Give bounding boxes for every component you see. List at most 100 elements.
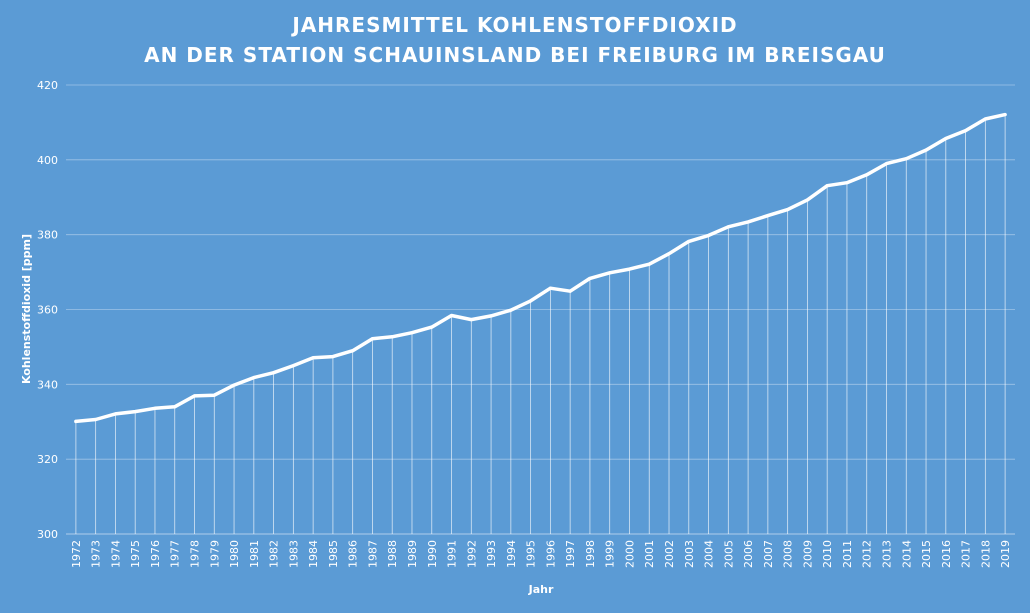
x-tick-label-1983: 1983 — [287, 540, 300, 568]
x-tick-label-1989: 1989 — [406, 540, 419, 568]
x-tick-label-1979: 1979 — [208, 540, 221, 568]
data-series — [74, 112, 1007, 424]
x-tick-label-2013: 2013 — [881, 540, 894, 568]
data-point-1999 — [608, 271, 612, 275]
x-tick-label-1992: 1992 — [465, 540, 478, 568]
y-tick-label-300: 300 — [37, 528, 58, 541]
chart-title-line-2: AN DER STATION SCHAUINSLAND BEI FREIBURG… — [144, 43, 886, 67]
data-point-1978 — [193, 394, 197, 398]
data-point-1980 — [232, 383, 236, 387]
data-point-1993 — [489, 314, 493, 318]
x-tick-label-1999: 1999 — [604, 540, 617, 568]
chart-title-line-1: JAHRESMITTEL KOHLENSTOFFDIOXID — [290, 13, 737, 37]
data-point-1976 — [153, 406, 157, 410]
x-tick-label-1988: 1988 — [386, 540, 399, 568]
x-tick-label-1972: 1972 — [70, 540, 83, 568]
data-point-2007 — [766, 214, 770, 218]
x-tick-label-1993: 1993 — [485, 540, 498, 568]
data-point-1975 — [133, 410, 137, 414]
data-point-2004 — [707, 233, 711, 237]
data-point-1977 — [173, 405, 177, 409]
data-point-1985 — [331, 355, 335, 359]
x-tick-label-1996: 1996 — [544, 540, 557, 568]
x-tick-label-1990: 1990 — [426, 540, 439, 568]
data-point-2001 — [647, 262, 651, 266]
data-point-2016 — [944, 137, 948, 141]
y-tick-label-360: 360 — [37, 304, 58, 317]
x-tick-label-2017: 2017 — [960, 540, 973, 568]
x-tick-label-2012: 2012 — [861, 540, 874, 568]
x-tick-label-1976: 1976 — [149, 540, 162, 568]
x-tick-label-2007: 2007 — [762, 540, 775, 568]
data-point-1990 — [430, 325, 434, 329]
data-point-1988 — [390, 335, 394, 339]
data-point-1979 — [212, 393, 216, 397]
data-point-2009 — [805, 198, 809, 202]
data-point-2008 — [786, 208, 790, 212]
y-tick-label-320: 320 — [37, 453, 58, 466]
data-point-2000 — [627, 267, 631, 271]
x-tick-label-2005: 2005 — [722, 540, 735, 568]
data-point-1972 — [74, 419, 78, 423]
data-point-1984 — [311, 356, 315, 360]
data-point-2018 — [983, 117, 987, 121]
x-tick-label-1995: 1995 — [525, 540, 538, 568]
drop-lines — [75, 114, 1006, 534]
y-tick-label-340: 340 — [37, 378, 58, 391]
data-point-1989 — [410, 331, 414, 335]
x-tick-label-2010: 2010 — [821, 540, 834, 568]
x-tick-label-2009: 2009 — [801, 540, 814, 568]
data-point-1991 — [450, 313, 454, 317]
x-tick-label-2002: 2002 — [663, 540, 676, 568]
x-tick-label-1997: 1997 — [564, 540, 577, 568]
x-tick-label-1980: 1980 — [228, 540, 241, 568]
data-point-2003 — [687, 239, 691, 243]
x-tick-label-2006: 2006 — [742, 540, 755, 568]
x-tick-label-1991: 1991 — [446, 540, 459, 568]
x-tick-label-1975: 1975 — [129, 540, 142, 568]
data-point-2012 — [865, 173, 869, 177]
x-tick-label-1978: 1978 — [189, 540, 202, 568]
x-tick-label-2019: 2019 — [999, 540, 1012, 568]
data-point-1986 — [351, 349, 355, 353]
x-tick-label-2000: 2000 — [624, 540, 637, 568]
data-point-2019 — [1003, 113, 1007, 117]
x-tick-label-2004: 2004 — [703, 540, 716, 568]
grid-lines — [66, 84, 1015, 535]
data-point-2015 — [924, 148, 928, 152]
x-tick-label-2008: 2008 — [782, 540, 795, 568]
x-tick-label-1977: 1977 — [169, 540, 182, 568]
y-axis-ticks: 300 320 340 360 380 400 420 — [37, 79, 58, 541]
x-tick-label-1998: 1998 — [584, 540, 597, 568]
x-tick-label-1986: 1986 — [347, 540, 360, 568]
data-point-1992 — [469, 318, 473, 322]
x-tick-label-2018: 2018 — [979, 540, 992, 568]
series-line — [74, 112, 1007, 424]
x-tick-label-2001: 2001 — [643, 540, 656, 568]
data-point-1974 — [113, 412, 117, 416]
x-tick-label-1973: 1973 — [90, 540, 103, 568]
x-tick-label-1984: 1984 — [307, 540, 320, 568]
data-point-1987 — [370, 337, 374, 341]
x-tick-label-1974: 1974 — [109, 540, 122, 568]
data-point-1997 — [568, 289, 572, 293]
data-point-1982 — [272, 371, 276, 375]
y-tick-label-400: 400 — [37, 154, 58, 167]
data-point-1996 — [548, 286, 552, 290]
y-tick-label-420: 420 — [37, 79, 58, 92]
x-tick-label-1985: 1985 — [327, 540, 340, 568]
x-tick-label-2011: 2011 — [841, 540, 854, 568]
x-tick-label-2015: 2015 — [920, 540, 933, 568]
data-point-2002 — [667, 252, 671, 256]
data-point-2011 — [845, 181, 849, 185]
x-tick-label-1987: 1987 — [366, 540, 379, 568]
x-tick-label-2003: 2003 — [683, 540, 696, 568]
x-tick-label-2016: 2016 — [940, 540, 953, 568]
data-point-2013 — [884, 162, 888, 166]
data-point-1994 — [509, 308, 513, 312]
data-point-2005 — [726, 225, 730, 229]
data-point-1981 — [252, 376, 256, 380]
data-point-1973 — [94, 418, 98, 422]
